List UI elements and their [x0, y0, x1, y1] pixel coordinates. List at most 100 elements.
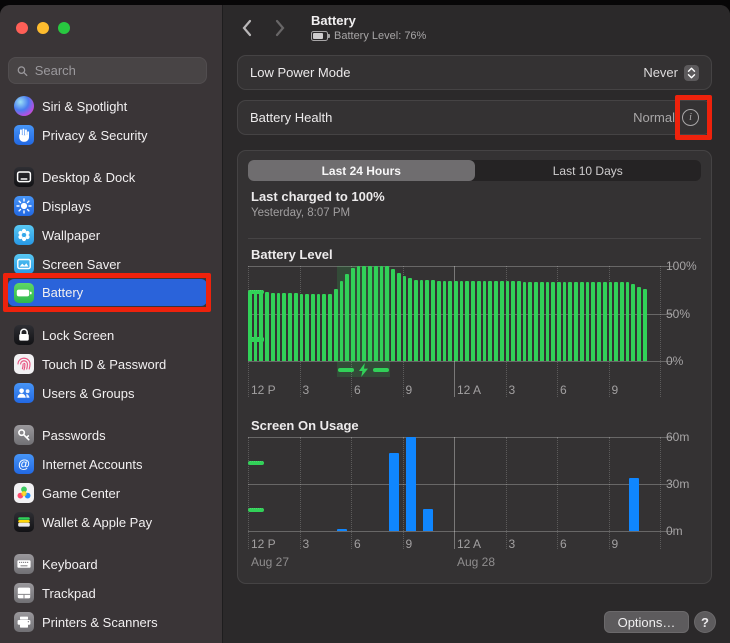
back-button[interactable]	[238, 17, 256, 39]
chart-bar	[597, 282, 601, 361]
chart-bar	[374, 266, 378, 361]
sidebar-item-label: Trackpad	[42, 586, 96, 601]
chart-bar	[488, 281, 492, 361]
sidebar-item-battery[interactable]: Battery	[8, 279, 207, 306]
x-tick-label: 9	[612, 383, 619, 397]
system-settings-window: Siri & Spotlight Privacy & Security Deskto…	[0, 5, 730, 643]
chart-bar	[500, 281, 504, 361]
low-power-mode-dropdown[interactable]	[684, 65, 699, 81]
chart-bar	[494, 281, 498, 361]
screen-saver-icon	[14, 254, 34, 274]
last-charged-subtitle: Yesterday, 8:07 PM	[251, 207, 350, 219]
chart-bar	[271, 293, 275, 361]
options-button[interactable]: Options…	[604, 611, 689, 633]
chart-bar	[511, 281, 515, 361]
sidebar-item-label: Printers & Scanners	[42, 615, 158, 630]
search-input[interactable]	[33, 62, 198, 79]
chart-bar	[254, 292, 258, 361]
low-power-mode-row: Low Power Mode Never	[237, 55, 712, 90]
help-button[interactable]: ?	[694, 611, 716, 633]
last-charged-title: Last charged to 100%	[251, 189, 385, 204]
sidebar-item-wallpaper[interactable]: Wallpaper	[8, 221, 207, 249]
chart-bar	[406, 437, 416, 531]
chart-bar	[465, 281, 469, 361]
x-tick-label: 3	[509, 537, 516, 551]
sidebar-item-printers[interactable]: Printers & Scanners	[8, 608, 207, 636]
x-tick-label: 9	[406, 537, 413, 551]
sidebar-item-label: Passwords	[42, 428, 106, 443]
sidebar-item-lock[interactable]: Lock Screen	[8, 321, 207, 349]
keyboard-icon	[14, 554, 34, 574]
chart-bar	[443, 281, 447, 361]
sidebar-item-desktop[interactable]: Desktop & Dock	[8, 163, 207, 191]
sidebar-item-label: Displays	[42, 199, 91, 214]
sidebar-item-displays[interactable]: Displays	[8, 192, 207, 220]
search-field[interactable]	[8, 57, 207, 84]
minimize-button[interactable]	[37, 22, 49, 34]
at-sign-icon: @	[14, 454, 34, 474]
chart-bar	[643, 289, 647, 361]
battery-health-info-button[interactable]: i	[682, 109, 699, 126]
chart-bar	[294, 293, 298, 361]
tab-last-24-hours[interactable]: Last 24 Hours	[248, 160, 475, 181]
battery-level-status: Battery Level: 76%	[334, 30, 426, 42]
x-tick-label: 9	[612, 537, 619, 551]
battery-icon	[14, 283, 34, 303]
sidebar-item-siri[interactable]: Siri & Spotlight	[8, 92, 207, 120]
battery-settings-pane: Battery Battery Level: 76% Low Power Mod…	[223, 5, 730, 643]
chart-bar	[288, 293, 292, 361]
x-tick-label: 3	[303, 383, 310, 397]
chart-bar	[626, 282, 630, 361]
chart-bar	[408, 278, 412, 361]
y-tick-label: 0m	[666, 524, 683, 538]
sidebar-item-game[interactable]: Game Center	[8, 479, 207, 507]
low-power-mode-value: Never	[643, 65, 678, 80]
sidebar-item-label: Privacy & Security	[42, 128, 147, 143]
chart-bar	[345, 274, 349, 361]
sidebar-item-label: Users & Groups	[42, 386, 134, 401]
chart-bar	[282, 293, 286, 361]
date-label: Aug 27	[251, 555, 289, 569]
chart-bar	[483, 281, 487, 361]
chart-bar	[540, 282, 544, 361]
chart-bar	[248, 292, 252, 361]
tab-last-10-days[interactable]: Last 10 Days	[475, 160, 702, 181]
chart-bar	[568, 282, 572, 361]
sidebar-item-trackpad[interactable]: Trackpad	[8, 579, 207, 607]
desktop-dock-icon	[14, 167, 34, 187]
close-button[interactable]	[16, 22, 28, 34]
charging-bolt-icon	[337, 363, 390, 377]
chart-bar	[523, 282, 527, 361]
sidebar-item-passwords[interactable]: Passwords	[8, 421, 207, 449]
y-tick-label: 60m	[666, 430, 689, 444]
sidebar-item-users[interactable]: Users & Groups	[8, 379, 207, 407]
screen-on-usage-chart-title: Screen On Usage	[251, 418, 359, 433]
chart-bar	[305, 294, 309, 361]
chart-bar	[368, 266, 372, 361]
sidebar-item-privacy[interactable]: Privacy & Security	[8, 121, 207, 149]
x-tick-label: 12 P	[251, 383, 276, 397]
chart-bar	[337, 529, 347, 531]
x-tick-label: 12 A	[457, 537, 481, 551]
sidebar-item-touchid[interactable]: Touch ID & Password	[8, 350, 207, 378]
forward-button[interactable]	[271, 17, 289, 39]
sidebar-item-internet[interactable]: @Internet Accounts	[8, 450, 207, 478]
chart-bar	[397, 273, 401, 361]
sidebar-item-screensaver[interactable]: Screen Saver	[8, 250, 207, 278]
zoom-button[interactable]	[58, 22, 70, 34]
x-tick-label: 12 P	[251, 537, 276, 551]
battery-level-chart-title: Battery Level	[251, 247, 333, 262]
siri-icon	[14, 96, 34, 116]
battery-health-label: Battery Health	[250, 110, 633, 125]
chart-bar	[448, 281, 452, 361]
stepper-chevrons-icon	[687, 67, 696, 79]
divider	[248, 238, 701, 239]
time-range-segmented-control: Last 24 Hours Last 10 Days	[248, 160, 701, 181]
sidebar-item-wallet[interactable]: Wallet & Apple Pay	[8, 508, 207, 536]
printer-icon	[14, 612, 34, 632]
x-tick-label: 6	[560, 383, 567, 397]
sidebar-item-keyboard[interactable]: Keyboard	[8, 550, 207, 578]
sidebar-item-label: Game Center	[42, 486, 120, 501]
chart-bar	[454, 281, 458, 361]
chart-bar	[317, 294, 321, 361]
